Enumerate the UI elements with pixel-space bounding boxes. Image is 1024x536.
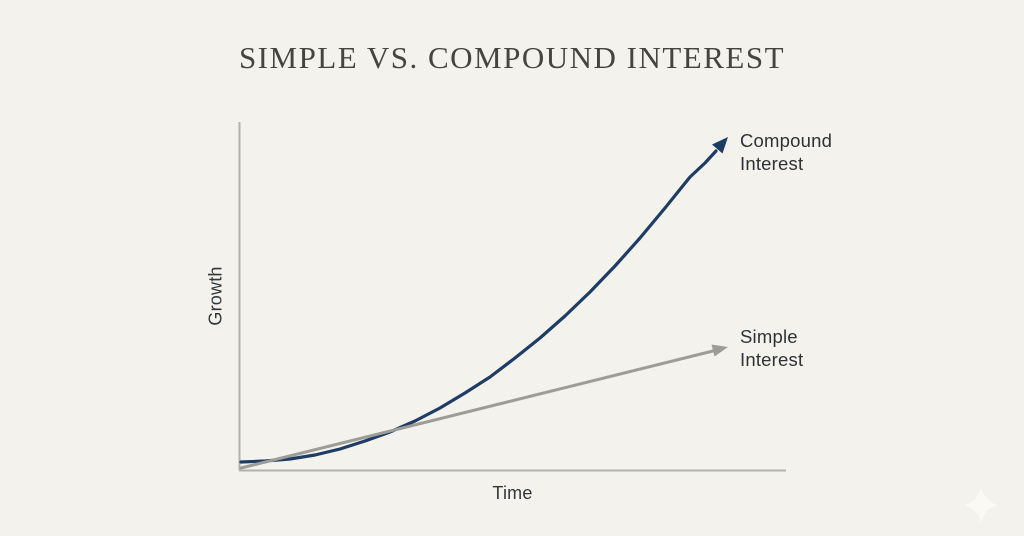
simple-interest-annotation: Simple Interest [740,326,804,370]
simple-interest-line [239,349,715,470]
compound-arrowhead-icon [712,137,728,154]
x-axis-label: Time [492,483,533,503]
y-axis-label: Growth [205,266,226,326]
simple-arrowhead-icon [711,344,728,357]
page-title: SIMPLE VS. COMPOUND INTEREST [238,40,786,75]
sparkle-watermark-icon [964,487,998,523]
compound-interest-curve [239,149,718,464]
compound-interest-annotation: Compound Interest [740,130,833,174]
